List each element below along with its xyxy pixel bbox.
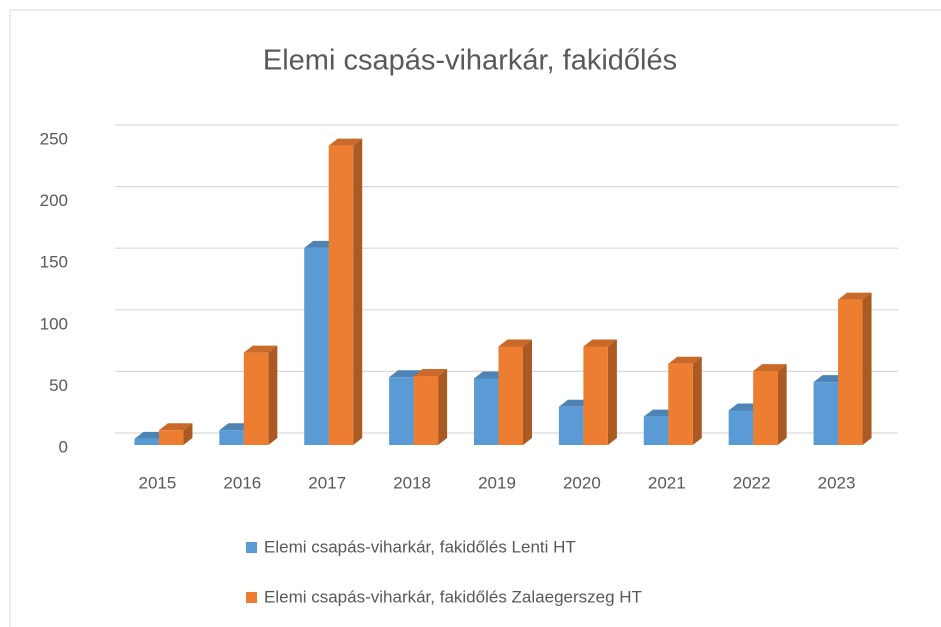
bar-top: [328, 138, 363, 146]
bar-top: [158, 423, 193, 431]
bar-front: [813, 382, 839, 445]
x-tick-label: 2022: [733, 473, 771, 492]
y-tick-label: 150: [40, 253, 68, 272]
bar: [243, 345, 278, 445]
x-tick-label: 2017: [308, 473, 346, 492]
bar: [838, 292, 872, 445]
bar: [328, 138, 363, 445]
bar-side: [438, 369, 448, 445]
bar-side: [777, 364, 787, 445]
bar-top: [838, 292, 872, 300]
bar-front: [328, 145, 354, 445]
y-tick-label: 250: [40, 129, 68, 148]
bar-side: [607, 339, 617, 445]
chart-title: Elemi csapás-viharkár, fakidőlés: [263, 45, 677, 77]
bar-side: [353, 138, 363, 445]
bar-side: [268, 345, 278, 445]
bar: [498, 339, 532, 445]
bar: [583, 339, 617, 445]
x-tick-label: 2018: [393, 473, 431, 492]
bar-front: [558, 406, 584, 445]
bar-top: [389, 370, 423, 378]
bar-front: [753, 371, 778, 445]
x-tick-label: 2023: [818, 473, 856, 492]
bar: [668, 356, 702, 445]
bar-front: [583, 346, 608, 445]
bar-top: [243, 345, 278, 353]
bar: [413, 369, 448, 445]
bar-top: [583, 339, 617, 347]
bar-side: [692, 356, 702, 445]
bar-top: [498, 339, 532, 347]
bar-front: [304, 247, 329, 445]
x-tick-label: 2020: [563, 473, 601, 492]
y-tick-label: 0: [59, 437, 68, 456]
legend-swatch: [246, 592, 257, 603]
legend-swatch: [246, 542, 257, 553]
y-tick-label: 200: [40, 191, 68, 210]
bar-top: [413, 369, 448, 377]
chart-frame: [9, 9, 941, 627]
bar-front: [643, 416, 669, 445]
bar-front: [668, 363, 693, 445]
legend-label: Elemi csapás-viharkár, fakidőlés Lenti H…: [264, 537, 576, 556]
legend-label: Elemi csapás-viharkár, fakidőlés Zalaege…: [264, 587, 642, 606]
bar-top: [668, 356, 702, 364]
x-tick-label: 2021: [648, 473, 686, 492]
bar-front: [243, 352, 269, 445]
bar-front: [219, 430, 244, 445]
x-tick-label: 2016: [223, 473, 261, 492]
bar-side: [523, 339, 532, 445]
x-tick-label: 2015: [139, 473, 177, 492]
bar-front: [389, 377, 414, 445]
bar-front: [728, 410, 754, 445]
bar-front: [413, 376, 439, 445]
y-tick-label: 50: [49, 376, 68, 395]
bar-front: [474, 378, 499, 445]
x-tick-label: 2019: [478, 473, 516, 492]
bar-top: [753, 364, 787, 372]
bar-front: [134, 438, 159, 445]
bar: [158, 423, 193, 445]
bar-front: [498, 346, 523, 445]
bar-side: [862, 292, 872, 445]
y-tick-label: 100: [40, 314, 68, 333]
bar-side: [183, 423, 193, 445]
bar: [753, 364, 787, 445]
bar-front: [158, 430, 184, 445]
bar-front: [838, 299, 863, 445]
